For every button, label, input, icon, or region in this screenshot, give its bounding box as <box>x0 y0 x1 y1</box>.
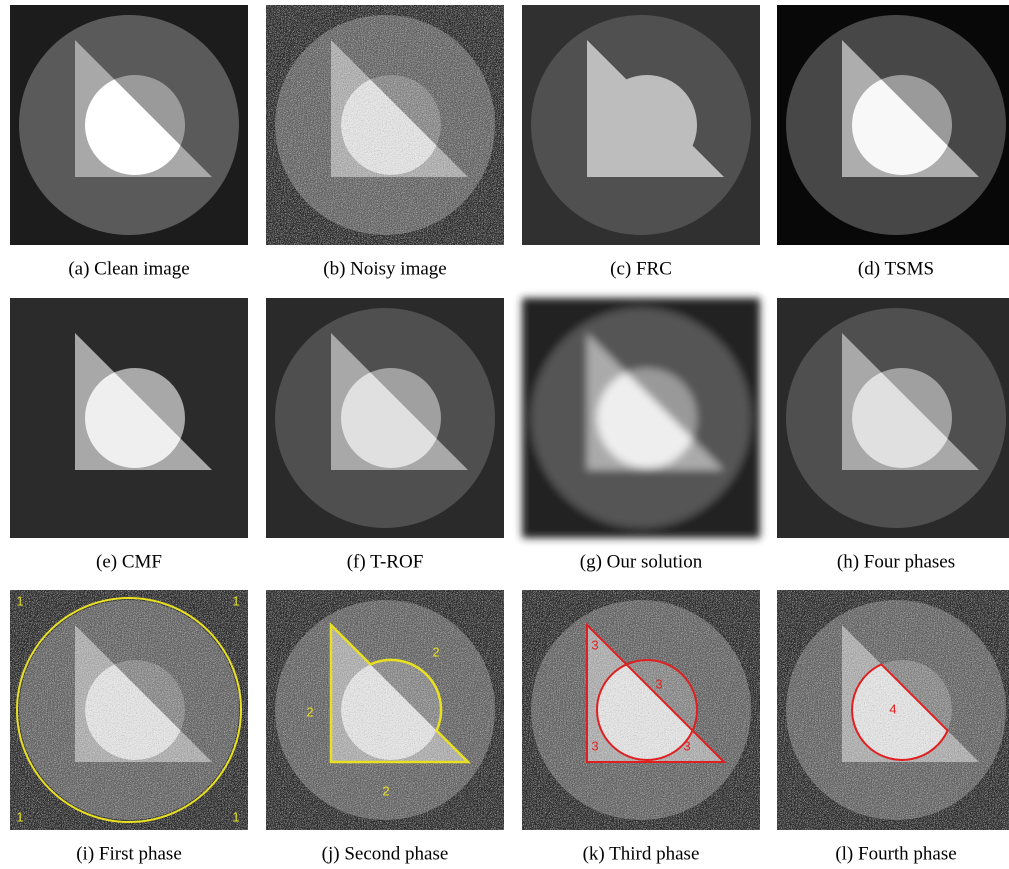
scene <box>777 298 1009 538</box>
caption: (b) Noisy image <box>323 258 446 279</box>
scene <box>522 590 760 830</box>
scene <box>522 298 760 538</box>
panel-image <box>10 5 248 245</box>
phase-label: 4 <box>889 701 896 716</box>
caption: (k) Third phase <box>583 843 700 864</box>
scene <box>266 5 504 245</box>
scene <box>10 5 248 245</box>
phase-label: 2 <box>382 783 389 798</box>
panel-image <box>266 298 504 538</box>
caption: (c) FRC <box>610 258 672 279</box>
panel-image: 2 2 2 <box>266 590 504 830</box>
phase-label: 3 <box>683 738 690 753</box>
caption: (f) T-ROF <box>347 551 424 572</box>
panel-image: 3 3 3 3 <box>522 590 760 830</box>
panel-image <box>266 5 504 245</box>
scene <box>266 298 504 538</box>
phase-label: 2 <box>432 644 439 659</box>
panel-image <box>522 298 760 538</box>
phase-label: 1 <box>232 593 239 608</box>
caption: (e) CMF <box>96 551 162 572</box>
panel-image <box>777 298 1009 538</box>
panel-image <box>522 5 760 245</box>
phase-label: 1 <box>16 809 23 824</box>
figure: (a) Clean image (b) Noisy image (c) FRC (d)… <box>0 0 1009 869</box>
phase-label: 3 <box>655 676 662 691</box>
scene <box>10 590 248 830</box>
panel-image: 1 1 1 1 <box>10 590 248 830</box>
caption: (l) Fourth phase <box>835 843 956 864</box>
scene <box>522 5 760 245</box>
phase-label: 2 <box>306 704 313 719</box>
page: (a) Clean image (b) Noisy image (c) FRC (d)… <box>0 0 1009 869</box>
caption: (h) Four phases <box>837 551 955 572</box>
panel-image: 4 <box>777 590 1009 830</box>
caption: (i) First phase <box>76 843 182 864</box>
phase-label: 1 <box>232 809 239 824</box>
scene <box>10 298 248 538</box>
caption: (g) Our solution <box>580 551 703 572</box>
caption: (a) Clean image <box>68 258 189 279</box>
phase-label: 3 <box>591 738 598 753</box>
scene <box>777 5 1009 245</box>
caption: (d) TSMS <box>858 258 934 279</box>
phase-label: 3 <box>591 637 598 652</box>
panel-image <box>777 5 1009 245</box>
panel-image <box>10 298 248 538</box>
caption: (j) Second phase <box>322 843 449 864</box>
phase-label: 1 <box>16 593 23 608</box>
